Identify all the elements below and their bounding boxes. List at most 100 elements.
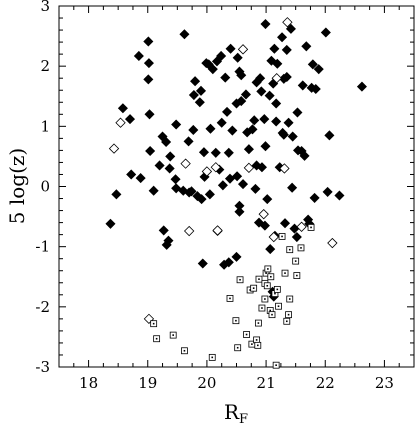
filled-diamond-point: [190, 76, 201, 87]
open-square-dot: [281, 235, 283, 238]
filled-diamond-point: [250, 183, 261, 194]
open-diamond-point: [201, 166, 213, 177]
open-diamond-point: [327, 237, 338, 249]
y-axis-title: 5 log(z): [5, 148, 29, 224]
y-tick-label: -1: [35, 238, 50, 256]
open-square-dot: [266, 284, 269, 287]
open-square-point: [263, 282, 271, 290]
open-square-point: [286, 246, 294, 254]
x-tick-label: 21: [257, 374, 276, 392]
open-square-point: [281, 269, 289, 277]
filled-diamond-point: [117, 103, 128, 114]
filled-diamond-point: [232, 52, 243, 63]
filled-diamond-point: [170, 174, 181, 185]
filled-diamond-point: [256, 86, 267, 97]
filled-diamond-point: [198, 147, 209, 158]
filled-diamond-point: [324, 130, 335, 141]
open-square-dot: [257, 322, 260, 324]
filled-diamond-point: [158, 225, 169, 236]
open-square-point: [275, 302, 282, 310]
open-square-dot: [288, 298, 291, 300]
open-square-dot: [249, 289, 251, 291]
open-square-point: [150, 320, 158, 328]
filled-diamond-point: [322, 186, 333, 197]
filled-diamond-point: [196, 194, 207, 205]
open-square-point: [208, 353, 216, 361]
filled-diamond-point: [247, 124, 258, 135]
open-square-point: [250, 284, 258, 292]
open-square-point: [169, 331, 177, 339]
open-square-dot: [235, 319, 237, 322]
filled-diamond-point: [313, 64, 324, 75]
open-square-dot: [287, 313, 290, 316]
filled-diamond-point: [285, 23, 296, 34]
filled-diamond-point: [163, 235, 174, 246]
open-square-dot: [267, 268, 269, 270]
filled-diamond-point: [105, 218, 116, 229]
open-square-dot: [288, 248, 291, 251]
open-diamond-point: [237, 44, 249, 55]
filled-diamond-point: [186, 186, 197, 197]
filled-diamond-point: [281, 71, 292, 83]
filled-diamond-point: [227, 125, 238, 136]
open-square-point: [254, 341, 262, 349]
open-square-point: [181, 347, 188, 355]
open-square-dot: [285, 320, 288, 323]
filled-diamond-point: [236, 70, 247, 81]
filled-diamond-point: [161, 136, 172, 148]
y-tick-label: -3: [35, 358, 50, 376]
filled-diamond-point: [278, 129, 289, 140]
open-square-dot: [274, 292, 276, 295]
open-square-dot: [310, 226, 312, 229]
y-tick-label: 2: [40, 57, 50, 75]
filled-diamond-point: [164, 163, 175, 174]
filled-diamond-point: [207, 64, 218, 75]
x-tick-label: 19: [138, 374, 157, 392]
open-square-dot: [255, 339, 258, 341]
filled-diamond-point: [216, 50, 227, 61]
y-tick-label: 3: [40, 0, 50, 15]
filled-diamond-point: [195, 85, 207, 96]
filled-diamond-point: [231, 251, 242, 262]
x-axis-label-subscript: F: [239, 412, 248, 423]
filled-diamond-point: [216, 117, 227, 128]
filled-diamond-point: [154, 160, 165, 171]
open-square-point: [272, 361, 280, 369]
filled-diamond-point: [271, 98, 282, 109]
filled-diamond-point: [143, 74, 154, 85]
open-square-dot: [239, 278, 241, 281]
open-square-point: [273, 285, 281, 293]
open-diamond-point: [115, 117, 126, 128]
filled-diamond-point: [223, 147, 234, 158]
filled-diamond-point: [220, 72, 231, 83]
filled-diamond-point: [259, 114, 270, 125]
open-square-dot: [152, 322, 155, 325]
filled-diamond-point: [260, 19, 271, 30]
open-square-dot: [276, 288, 279, 291]
filled-diamond-point: [292, 107, 303, 118]
x-tick-label: 23: [375, 374, 394, 392]
open-square-point: [285, 311, 292, 319]
filled-diamond-point: [309, 192, 320, 203]
filled-diamond-point: [178, 185, 189, 196]
filled-diamond-point: [279, 218, 291, 229]
filled-diamond-point: [255, 73, 266, 84]
y-tick-label: 1: [40, 117, 50, 135]
filled-diamond-point: [222, 106, 233, 117]
open-square-dot: [271, 313, 273, 316]
open-square-point: [283, 317, 291, 325]
open-square-dot: [183, 349, 186, 352]
filled-diamond-point: [299, 150, 310, 161]
filled-diamond-point: [225, 43, 236, 54]
filled-diamond-point: [237, 179, 249, 190]
open-diamond-point: [210, 162, 221, 173]
open-square-dot: [261, 307, 263, 309]
x-axis-title: RF: [224, 400, 248, 423]
filled-diamond-point: [264, 90, 275, 101]
open-square-dot: [275, 364, 277, 366]
filled-diamond-point: [281, 44, 292, 55]
filled-diamond-point: [289, 223, 300, 234]
open-square-point: [226, 295, 234, 302]
open-square-dot: [300, 247, 302, 249]
open-square-dot: [251, 343, 253, 345]
